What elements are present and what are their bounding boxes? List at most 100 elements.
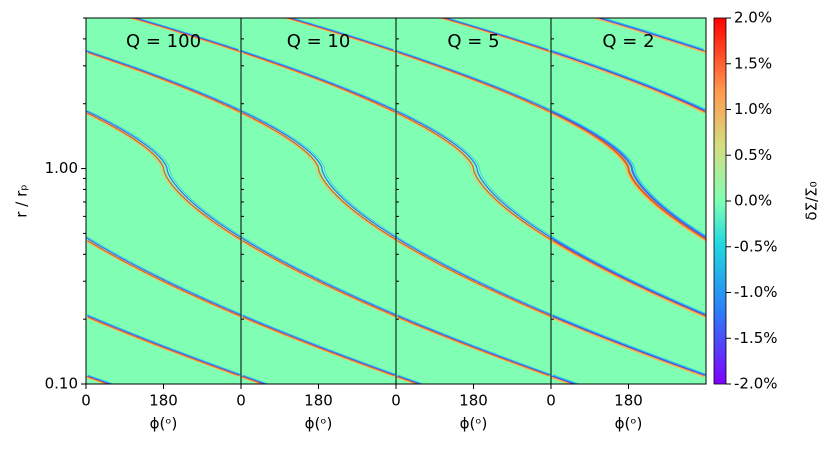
colorbar-tick-label: 0.0% xyxy=(734,192,772,210)
x-tick-label: 180 xyxy=(459,392,488,410)
wake xyxy=(551,239,706,318)
wake xyxy=(396,376,420,384)
wake xyxy=(396,110,551,238)
wake xyxy=(397,53,550,114)
x-axis-label: ϕ(ᵒ) xyxy=(615,415,643,433)
wake xyxy=(551,110,706,238)
wake xyxy=(551,50,706,112)
wake xyxy=(87,110,241,236)
x-axis-label: ϕ(ᵒ) xyxy=(150,415,178,433)
wake xyxy=(86,237,241,316)
wake xyxy=(439,18,551,53)
panel-background xyxy=(551,18,706,384)
x-tick-label: 0 xyxy=(391,392,401,410)
x-tick-label: 180 xyxy=(304,392,333,410)
panel-title: Q = 10 xyxy=(287,31,351,52)
wake xyxy=(86,49,241,110)
wake xyxy=(552,316,705,377)
wake xyxy=(552,374,581,384)
wake xyxy=(288,18,394,51)
wakes xyxy=(551,18,706,384)
wake xyxy=(396,49,551,110)
wake xyxy=(397,52,551,113)
wake xyxy=(241,49,396,110)
wake xyxy=(446,18,549,50)
wake xyxy=(86,112,241,241)
wake xyxy=(87,317,240,378)
wake xyxy=(87,52,241,113)
wake xyxy=(591,18,706,54)
wake xyxy=(397,375,423,384)
wake xyxy=(241,377,262,384)
colorbar-tick-label: 1.0% xyxy=(734,100,772,118)
wake xyxy=(241,50,396,111)
colorbar-tick-label: 2.0% xyxy=(734,9,772,27)
colorbar-tick-label: -1.5% xyxy=(734,329,778,347)
wake xyxy=(551,113,706,242)
wake xyxy=(396,112,551,241)
colorbar-tick-label: 0.5% xyxy=(734,146,772,164)
wake xyxy=(241,240,396,318)
panel-title: Q = 5 xyxy=(447,31,499,52)
wake xyxy=(443,18,549,51)
wake xyxy=(397,314,551,375)
wake xyxy=(551,49,706,111)
wake xyxy=(552,374,579,384)
panel-background xyxy=(86,18,241,384)
wake xyxy=(241,235,396,315)
wake xyxy=(437,18,551,54)
wake xyxy=(87,374,115,384)
wake xyxy=(242,374,270,384)
wake xyxy=(241,237,396,316)
wake xyxy=(396,50,551,111)
colorbar-tick-label: -1.0% xyxy=(734,283,778,301)
x-tick-label: 180 xyxy=(614,392,643,410)
wake xyxy=(86,314,241,376)
wake xyxy=(551,235,706,315)
wake xyxy=(242,316,395,377)
wake xyxy=(396,113,551,241)
wake xyxy=(600,18,704,50)
wake xyxy=(396,240,551,318)
wake xyxy=(397,317,550,378)
wake xyxy=(397,239,551,317)
wakes xyxy=(86,18,241,384)
wake xyxy=(242,314,396,375)
wake xyxy=(551,112,706,241)
wake xyxy=(136,18,239,50)
wake xyxy=(284,18,396,53)
wake xyxy=(551,237,706,316)
colorbar xyxy=(713,17,727,385)
wake xyxy=(86,377,107,384)
wake xyxy=(242,110,396,236)
x-tick-label: 0 xyxy=(546,392,556,410)
wake xyxy=(241,110,396,238)
panel-background xyxy=(396,18,551,384)
wake xyxy=(397,110,551,236)
wake xyxy=(241,112,396,241)
x-axis-label: ϕ(ᵒ) xyxy=(305,415,333,433)
colorbar-tick-label: 1.5% xyxy=(734,54,772,72)
wake xyxy=(129,18,241,53)
wake xyxy=(242,53,395,114)
wakes xyxy=(396,18,551,384)
y-tick-label: 0.10 xyxy=(45,375,78,393)
wake xyxy=(551,317,705,378)
wake xyxy=(396,314,551,376)
wakes xyxy=(241,18,396,384)
wake xyxy=(282,18,396,54)
wake xyxy=(396,235,551,315)
wake xyxy=(86,50,241,111)
wake xyxy=(596,18,704,52)
wake xyxy=(87,53,240,114)
wake xyxy=(241,314,396,376)
wake xyxy=(86,113,241,241)
wake xyxy=(87,375,113,384)
panel-title: Q = 100 xyxy=(126,31,201,52)
wake xyxy=(551,314,706,376)
wake xyxy=(291,18,394,50)
wake xyxy=(552,52,705,114)
wake xyxy=(396,237,551,316)
wake xyxy=(242,317,395,378)
